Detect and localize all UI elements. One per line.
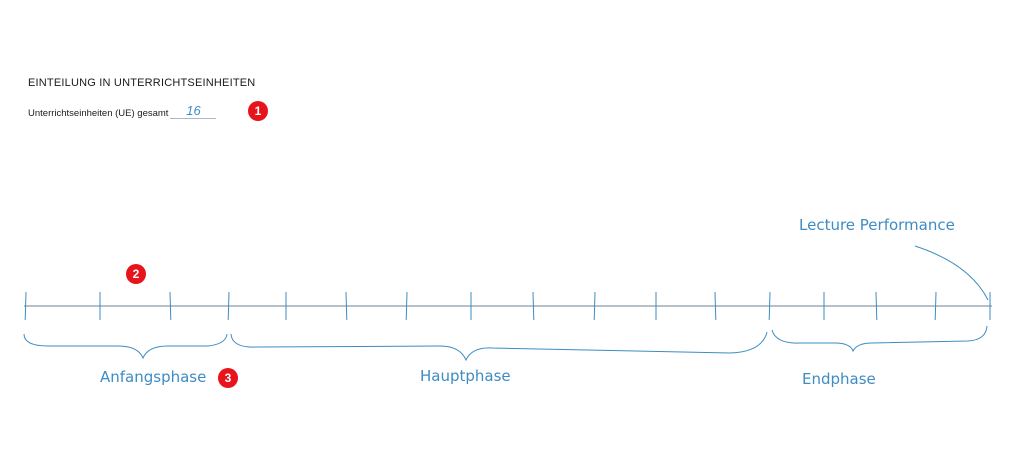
marker-badge-1: 1	[248, 101, 268, 121]
marker-badge-3: 3	[218, 368, 238, 388]
timeline-tick	[875, 291, 878, 321]
section-title: EINTEILUNG IN UNTERRICHTSEINHEITEN	[28, 77, 256, 89]
ue-total-row: Unterrichtseinheiten (UE) gesamt 16	[28, 103, 217, 119]
timeline-tick	[714, 291, 717, 321]
brace-endphase	[771, 325, 988, 353]
phase-label-endphase: Endphase	[802, 370, 876, 388]
phase-label-anfangsphase: Anfangsphase	[100, 368, 206, 386]
ue-total-value[interactable]: 16	[170, 104, 217, 119]
timeline-tick	[405, 291, 408, 321]
timeline-tick	[532, 291, 535, 321]
timeline-tick	[169, 291, 172, 321]
timeline-tick	[593, 291, 596, 321]
phase-label-hauptphase: Hauptphase	[420, 367, 511, 385]
brace-anfangsphase	[23, 333, 228, 360]
annotation-leader-line	[914, 245, 989, 301]
marker-badge-2: 2	[126, 264, 146, 284]
timeline-tick	[768, 291, 771, 321]
timeline-ticks	[24, 291, 991, 321]
annotation-lecture-performance: Lecture Performance	[799, 216, 955, 234]
ue-total-label: Unterrichtseinheiten (UE) gesamt	[28, 108, 169, 119]
timeline-tick	[227, 291, 230, 321]
timeline-tick	[345, 291, 348, 321]
timeline-tick	[934, 291, 937, 321]
brace-hauptphase	[230, 331, 768, 362]
timeline-tick	[24, 291, 27, 321]
